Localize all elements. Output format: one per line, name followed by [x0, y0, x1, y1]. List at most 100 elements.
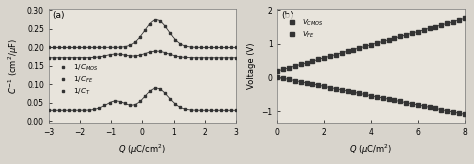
$1/C_{MOS}$: [107, 46, 112, 48]
$V_{CMOS}$: [398, 35, 403, 37]
$V_{FE}$: [304, 82, 310, 84]
$1/C_{FE}$: [178, 56, 183, 58]
$V_{FE}$: [450, 111, 456, 113]
$V_{FE}$: [327, 87, 333, 89]
$1/C_{MOS}$: [117, 46, 122, 48]
$1/C_{MOS}$: [193, 46, 199, 48]
$V_{FE}$: [356, 92, 362, 94]
$1/C_{MOS}$: [178, 43, 183, 45]
$1/C_{FE}$: [66, 57, 72, 59]
$1/C_{MOS}$: [203, 46, 209, 48]
$1/C_{MOS}$: [61, 46, 67, 48]
$1/C_{FE}$: [137, 54, 143, 56]
$1/C_{FE}$: [82, 57, 87, 59]
$V_{FE}$: [438, 109, 444, 111]
$V_{CMOS}$: [374, 42, 380, 44]
$1/C_T$: [46, 109, 52, 111]
$1/C_{MOS}$: [127, 44, 133, 46]
$V_{CMOS}$: [421, 29, 427, 31]
$V_{CMOS}$: [433, 26, 438, 28]
$1/C_T$: [228, 109, 234, 111]
$1/C_{FE}$: [203, 57, 209, 59]
$V_{CMOS}$: [333, 54, 339, 56]
$1/C_{FE}$: [46, 57, 52, 59]
$1/C_{MOS}$: [233, 46, 239, 48]
$1/C_{FE}$: [182, 56, 188, 58]
$1/C_{MOS}$: [86, 46, 92, 48]
$1/C_T$: [137, 100, 143, 102]
$V_{CMOS}$: [380, 40, 385, 42]
Y-axis label: $C^{-1}$ (cm$^2$/$\mu$F): $C^{-1}$ (cm$^2$/$\mu$F): [7, 38, 21, 94]
$V_{FE}$: [274, 76, 280, 78]
$V_{FE}$: [362, 93, 368, 95]
$1/C_{FE}$: [132, 55, 137, 57]
$1/C_{FE}$: [193, 57, 199, 59]
$1/C_T$: [56, 109, 62, 111]
$1/C_{MOS}$: [51, 46, 57, 48]
$1/C_{FE}$: [218, 57, 224, 59]
Line: $V_{CMOS}$: $V_{CMOS}$: [275, 16, 466, 73]
$V_{CMOS}$: [368, 44, 374, 46]
$1/C_T$: [66, 109, 72, 111]
$1/C_{FE}$: [157, 51, 163, 52]
$V_{FE}$: [409, 103, 415, 105]
$1/C_{FE}$: [188, 57, 193, 59]
$1/C_{FE}$: [91, 56, 97, 58]
$V_{CMOS}$: [456, 19, 462, 21]
$1/C_{FE}$: [71, 57, 77, 59]
$V_{CMOS}$: [351, 49, 356, 51]
$V_{CMOS}$: [327, 55, 333, 57]
$V_{FE}$: [456, 112, 462, 114]
$1/C_{MOS}$: [163, 25, 168, 27]
$1/C_{FE}$: [163, 52, 168, 54]
$V_{FE}$: [281, 77, 286, 79]
Legend: $V_{CMOS}$, $V_{FE}$: $V_{CMOS}$, $V_{FE}$: [285, 14, 327, 42]
$V_{FE}$: [433, 107, 438, 109]
$1/C_{MOS}$: [101, 46, 107, 48]
$1/C_{FE}$: [173, 55, 178, 57]
$1/C_{FE}$: [198, 57, 203, 59]
$V_{CMOS}$: [362, 45, 368, 47]
$1/C_{MOS}$: [182, 45, 188, 47]
$1/C_T$: [182, 108, 188, 110]
$1/C_{MOS}$: [223, 46, 229, 48]
$1/C_{MOS}$: [198, 46, 203, 48]
Line: $1/C_{MOS}$: $1/C_{MOS}$: [47, 19, 237, 49]
$V_{CMOS}$: [415, 31, 421, 32]
$V_{CMOS}$: [386, 39, 392, 41]
$1/C_T$: [163, 92, 168, 94]
$1/C_{MOS}$: [188, 46, 193, 48]
$1/C_T$: [213, 109, 219, 111]
$V_{CMOS}$: [316, 59, 321, 61]
$V_{CMOS}$: [310, 60, 315, 62]
$V_{FE}$: [427, 106, 432, 108]
$V_{CMOS}$: [292, 65, 298, 67]
$1/C_{FE}$: [122, 54, 128, 56]
$1/C_{MOS}$: [112, 46, 118, 48]
$1/C_{MOS}$: [173, 39, 178, 41]
$1/C_{MOS}$: [82, 46, 87, 48]
Legend: $1/C_{MOS}$, $1/C_{FE}$, $1/C_T$: $1/C_{MOS}$, $1/C_{FE}$, $1/C_T$: [56, 60, 102, 100]
$1/C_{MOS}$: [152, 19, 158, 21]
$V_{FE}$: [415, 104, 421, 106]
$1/C_{MOS}$: [228, 46, 234, 48]
$1/C_{FE}$: [76, 57, 82, 59]
$1/C_{MOS}$: [213, 46, 219, 48]
$V_{CMOS}$: [403, 34, 409, 36]
$1/C_T$: [188, 109, 193, 111]
$1/C_{FE}$: [86, 57, 92, 59]
$1/C_{MOS}$: [122, 46, 128, 48]
$1/C_{FE}$: [117, 53, 122, 55]
$V_{CMOS}$: [438, 24, 444, 26]
$1/C_T$: [173, 103, 178, 105]
$1/C_T$: [97, 107, 102, 109]
$V_{FE}$: [386, 98, 392, 100]
$1/C_{FE}$: [208, 57, 214, 59]
$1/C_{MOS}$: [167, 32, 173, 34]
$1/C_{MOS}$: [218, 46, 224, 48]
$1/C_{FE}$: [61, 57, 67, 59]
$V_{CMOS}$: [392, 37, 397, 39]
$1/C_T$: [132, 104, 137, 106]
$1/C_T$: [51, 109, 57, 111]
$1/C_T$: [112, 100, 118, 102]
